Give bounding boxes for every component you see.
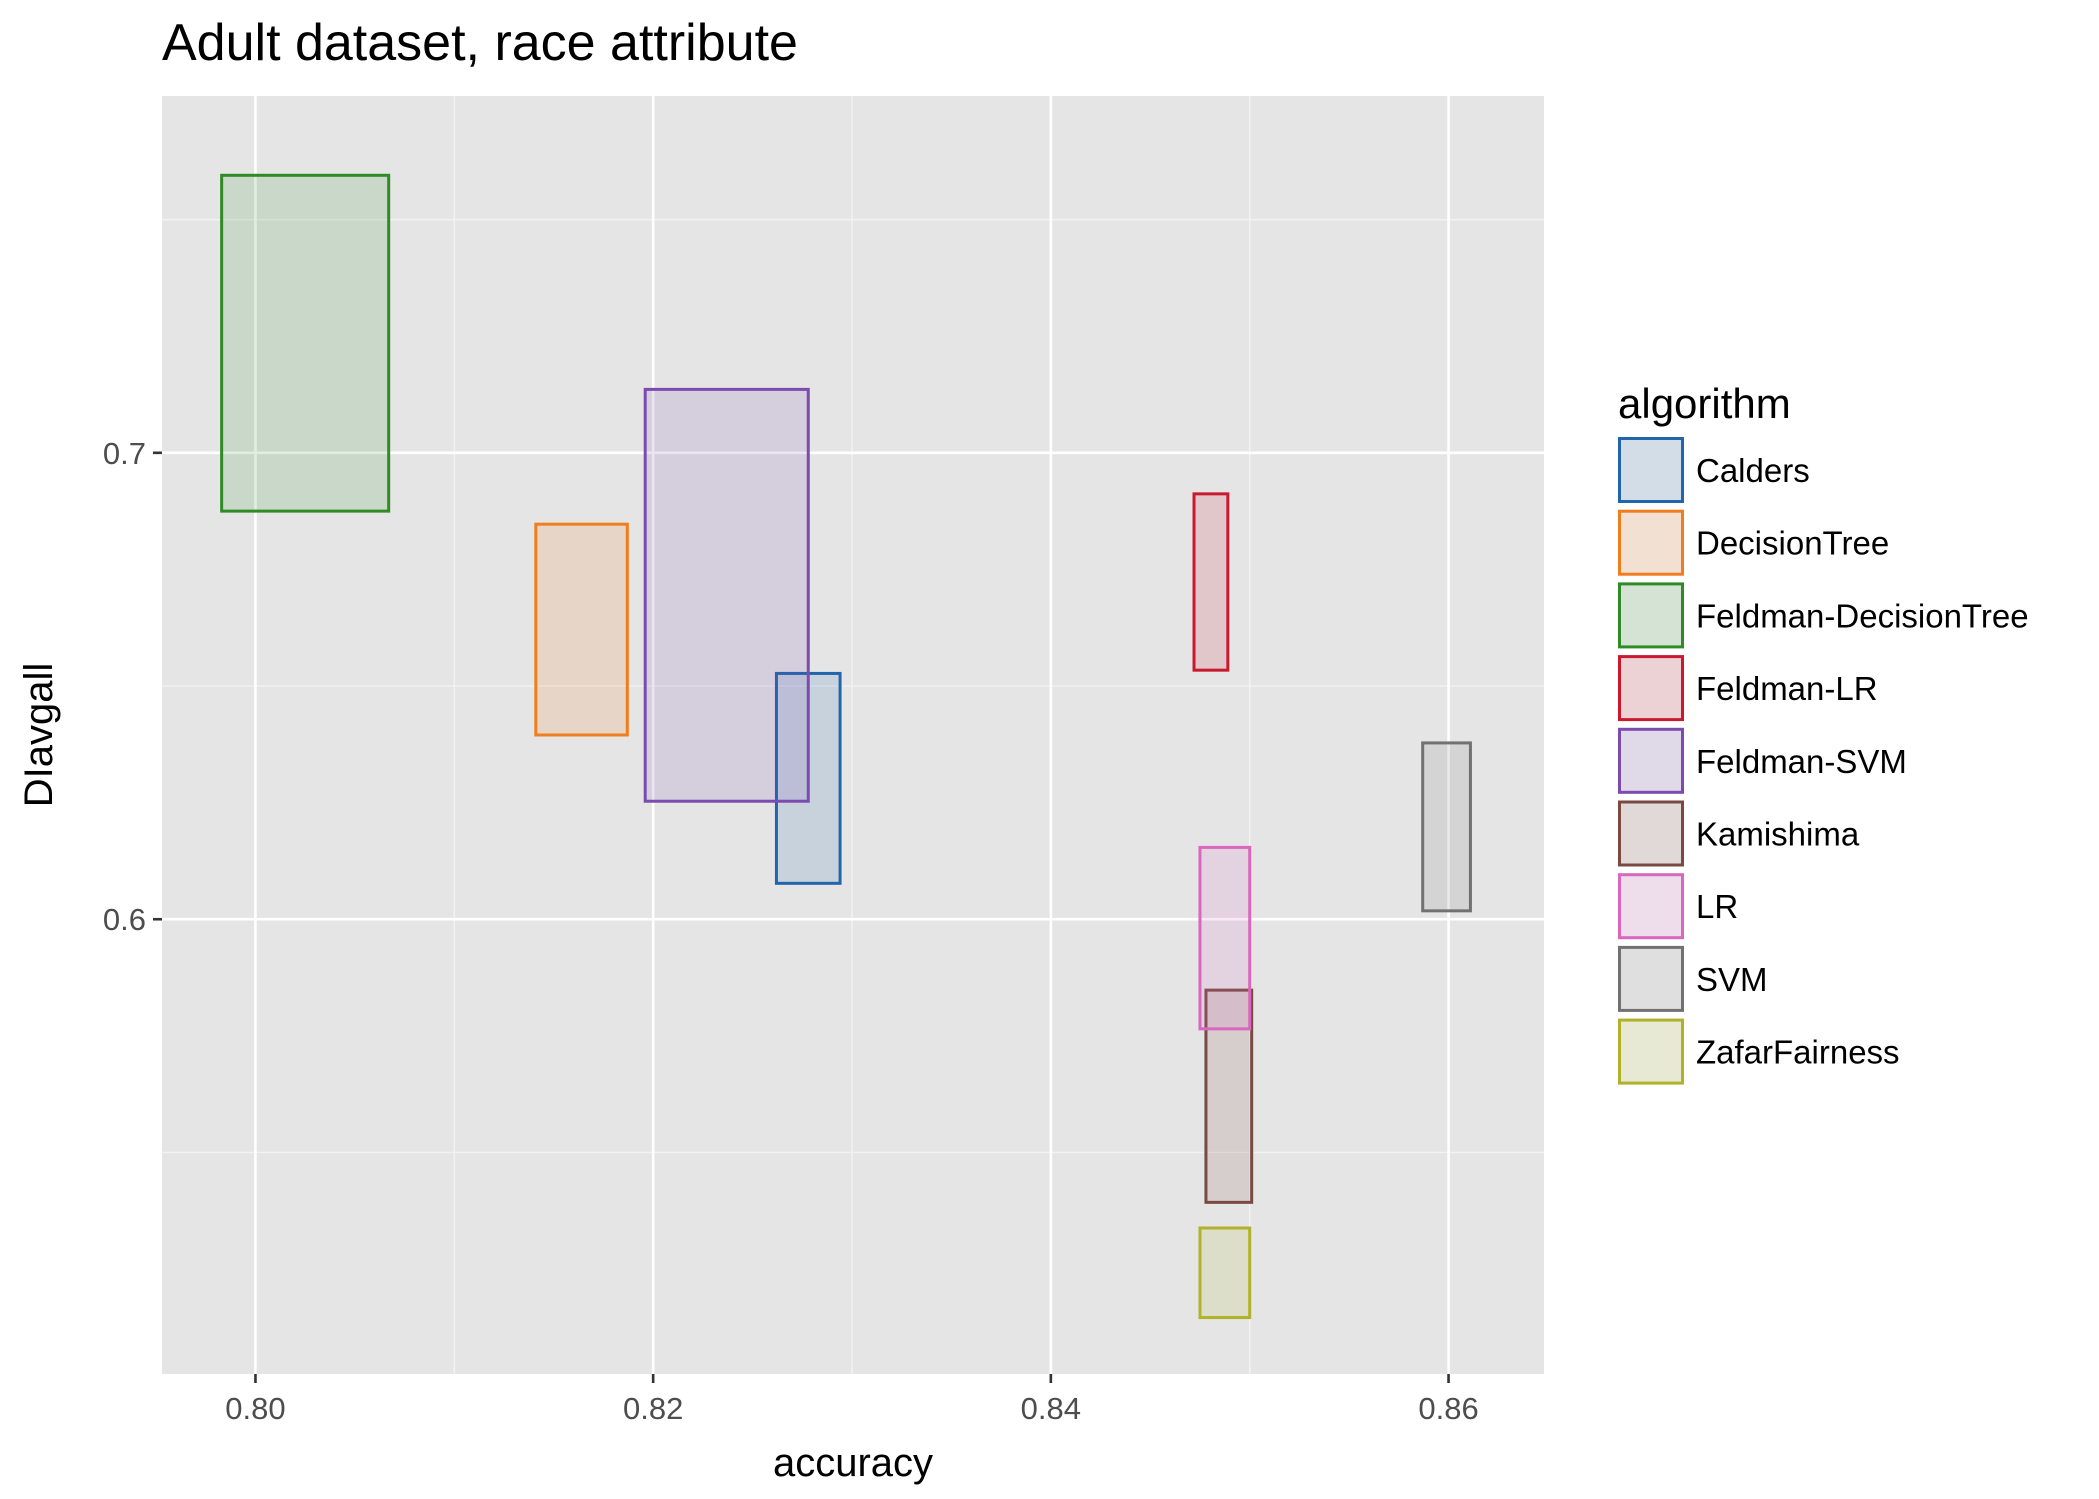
legend-label-decisiontree: DecisionTree xyxy=(1696,525,1889,562)
legend-key-bg xyxy=(1618,582,1684,649)
chart-title: Adult dataset, race attribute xyxy=(162,14,798,72)
legend-label-svm: SVM xyxy=(1696,961,1768,998)
legend-key-svm xyxy=(1618,945,1684,1012)
range-rect-decisiontree xyxy=(534,522,629,737)
legend-key-feldman-svm xyxy=(1618,727,1684,794)
y-axis-label: DIavgall xyxy=(17,663,61,808)
legend-label-zafarfairness: ZafarFairness xyxy=(1696,1034,1900,1071)
legend-key-decisiontree xyxy=(1618,509,1684,576)
legend-key-lr xyxy=(1618,873,1684,940)
legend-key-zafarfairness xyxy=(1618,1018,1684,1085)
x-tick-label: 0.80 xyxy=(225,1391,285,1426)
legend-key-bg xyxy=(1618,655,1684,722)
legend-key-feldman-lr xyxy=(1618,655,1684,722)
x-axis: 0.80 0.82 0.84 0.86 xyxy=(225,1374,1479,1426)
data-rectangles xyxy=(220,173,1472,1320)
x-tick-label: 0.82 xyxy=(623,1391,683,1426)
legend-key-bg xyxy=(1618,509,1684,576)
legend-key-calders xyxy=(1618,437,1684,503)
y-axis: 0.6 0.7 xyxy=(103,436,162,937)
legend-title: algorithm xyxy=(1618,380,1791,427)
range-rect-feldman-svm xyxy=(643,387,810,803)
y-tick-label: 0.7 xyxy=(103,436,146,471)
x-tick-label: 0.86 xyxy=(1418,1391,1478,1426)
legend-key-feldman-decisiontree xyxy=(1618,582,1684,649)
legend-label-calders: Calders xyxy=(1696,452,1810,489)
range-rect-feldman-lr xyxy=(1192,492,1230,672)
range-rect-zafarfairness xyxy=(1198,1226,1252,1320)
minor-gridlines xyxy=(162,96,1544,1374)
legend-key-bg xyxy=(1618,873,1684,940)
legend-label-feldman-svm: Feldman-SVM xyxy=(1696,743,1907,780)
legend-key-bg xyxy=(1618,727,1684,794)
legend-label-feldman-lr: Feldman-LR xyxy=(1696,670,1878,707)
legend-label-lr: LR xyxy=(1696,888,1738,925)
range-rect-svm xyxy=(1421,741,1472,913)
plot-panel xyxy=(162,96,1544,1374)
legend-items: Calders DecisionTree Feldman-DecisionTree F… xyxy=(1618,437,2029,1085)
y-tick-label: 0.6 xyxy=(103,902,146,937)
legend-key-bg xyxy=(1618,800,1684,867)
range-rect-feldman-decisiontree xyxy=(220,173,391,513)
legend-label-feldman-decisiontree: Feldman-DecisionTree xyxy=(1696,597,2029,634)
x-axis-label: accuracy xyxy=(773,1441,933,1485)
legend-key-bg xyxy=(1618,1018,1684,1085)
major-gridlines xyxy=(162,96,1544,1374)
legend-label-kamishima: Kamishima xyxy=(1696,816,1860,853)
x-tick-label: 0.84 xyxy=(1021,1391,1081,1426)
range-rect-kamishima xyxy=(1204,988,1254,1204)
legend: algorithm Calders DecisionTree Feldman-Dec… xyxy=(1618,380,2029,1085)
legend-key-bg xyxy=(1618,945,1684,1012)
range-rect-lr xyxy=(1198,845,1252,1031)
legend-key-bg xyxy=(1618,437,1684,503)
legend-key-kamishima xyxy=(1618,800,1684,867)
